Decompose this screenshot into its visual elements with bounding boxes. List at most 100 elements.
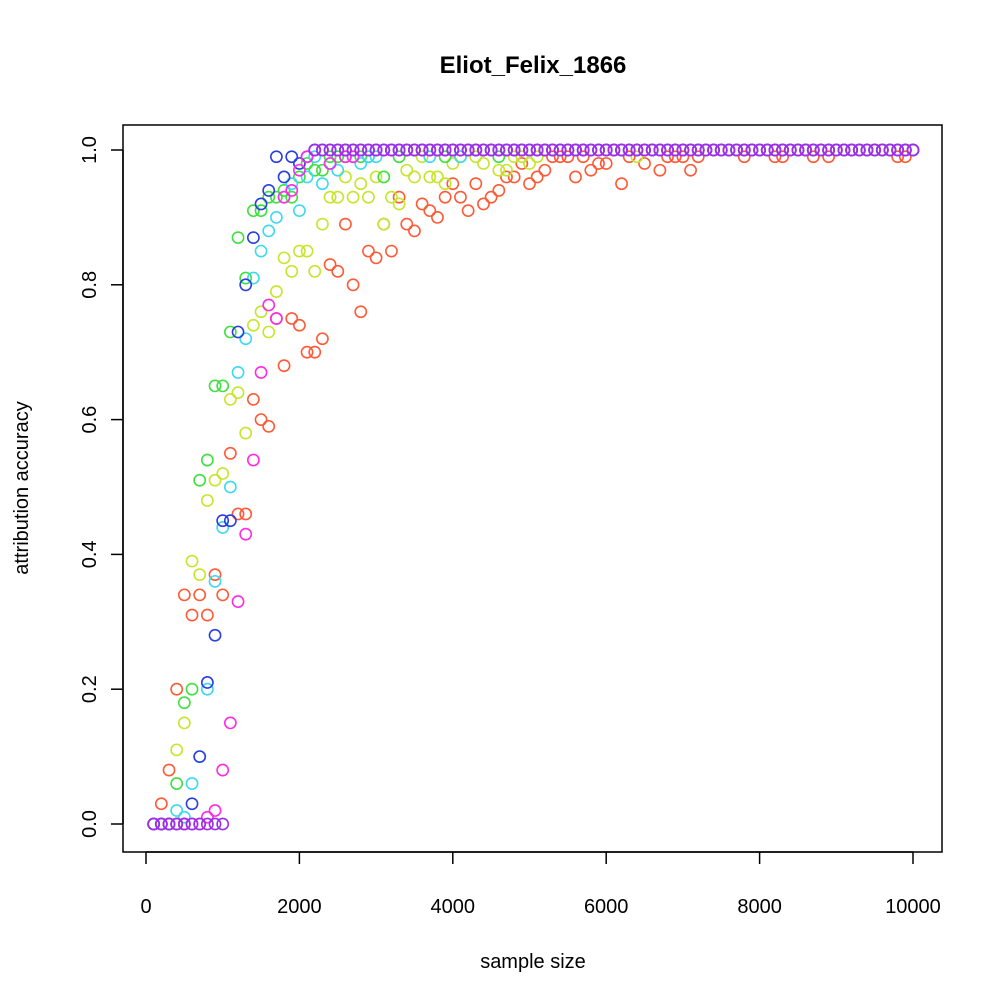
data-point [300, 170, 314, 184]
data-point [308, 163, 322, 177]
data-point [193, 568, 207, 582]
data-point [454, 143, 467, 157]
data-point [177, 716, 191, 730]
data-point [883, 143, 897, 157]
data-point [339, 150, 352, 164]
data-point [239, 271, 253, 285]
data-point [200, 453, 214, 467]
data-point [753, 143, 766, 157]
data-point [423, 170, 437, 184]
data-point [223, 446, 237, 460]
data-point [492, 150, 506, 164]
data-point [408, 143, 421, 157]
data-point [277, 251, 291, 265]
data-point [223, 716, 237, 730]
data-point [285, 264, 299, 278]
data-point [438, 190, 452, 204]
data-point [354, 150, 368, 164]
data-point [277, 184, 291, 197]
data-point [684, 143, 697, 157]
data-point [576, 143, 590, 157]
data-point [316, 143, 329, 157]
data-point [615, 177, 628, 191]
data-point [292, 163, 306, 177]
data-point [193, 588, 207, 602]
data-point [200, 682, 214, 696]
data-point [323, 258, 337, 271]
data-point [599, 157, 613, 170]
data-point [369, 170, 383, 184]
data-point [523, 157, 536, 170]
data-point [431, 170, 444, 184]
data-point [385, 244, 398, 258]
data-point [676, 143, 690, 157]
data-point [292, 318, 306, 332]
data-point [216, 763, 230, 777]
data-point [584, 143, 598, 157]
data-point [300, 244, 314, 258]
data-point [177, 696, 191, 710]
data-point [776, 143, 790, 157]
data-point [699, 143, 713, 157]
data-point [622, 150, 636, 164]
data-point [392, 190, 406, 204]
data-point [231, 595, 245, 608]
data-point [515, 150, 529, 164]
data-point [837, 143, 851, 157]
data-point [354, 143, 368, 157]
y-tick-label: 0.8 [79, 271, 101, 299]
data-point [400, 217, 414, 231]
data-point [246, 318, 260, 332]
data-point [553, 143, 567, 157]
data-point [285, 190, 299, 204]
data-point [147, 817, 161, 831]
data-point [645, 143, 659, 157]
data-point [239, 527, 253, 541]
data-point [760, 143, 774, 157]
data-point [684, 163, 697, 177]
data-point [339, 143, 352, 157]
data-point [354, 157, 368, 170]
data-point [400, 143, 414, 157]
data-point [177, 817, 191, 831]
data-point [369, 143, 383, 157]
data-point [584, 163, 598, 177]
data-point [246, 231, 260, 245]
data-point [829, 143, 843, 157]
data-point [269, 312, 283, 325]
data-point [507, 143, 521, 157]
data-point [239, 332, 253, 346]
data-point [308, 345, 322, 359]
data-point [745, 143, 759, 157]
data-point [431, 210, 444, 224]
data-point [331, 150, 345, 164]
x-tick-label: 6000 [584, 896, 629, 918]
data-point [262, 298, 276, 312]
data-point [346, 150, 360, 164]
data-point [254, 366, 268, 379]
x-axis: 0 2000 4000 6000 8000 10000 [140, 851, 941, 918]
data-point [469, 143, 483, 157]
data-point [154, 817, 168, 831]
data-point [200, 608, 214, 622]
y-tick-label: 0.4 [79, 540, 101, 568]
data-point [415, 150, 429, 164]
data-point [354, 305, 368, 319]
x-tick-label: 0 [140, 896, 151, 918]
data-point [269, 285, 283, 298]
data-point [185, 608, 199, 622]
data-point [492, 143, 506, 157]
data-point [576, 150, 590, 164]
data-point [438, 150, 452, 164]
data-point [806, 143, 820, 157]
data-point [185, 817, 199, 831]
y-axis-label: attribution accuracy [11, 401, 33, 574]
data-point [254, 204, 268, 218]
data-point [262, 190, 276, 204]
data-point [668, 150, 682, 164]
data-point [500, 143, 513, 157]
data-point [500, 163, 513, 177]
data-point [170, 817, 184, 831]
data-point [822, 150, 836, 164]
